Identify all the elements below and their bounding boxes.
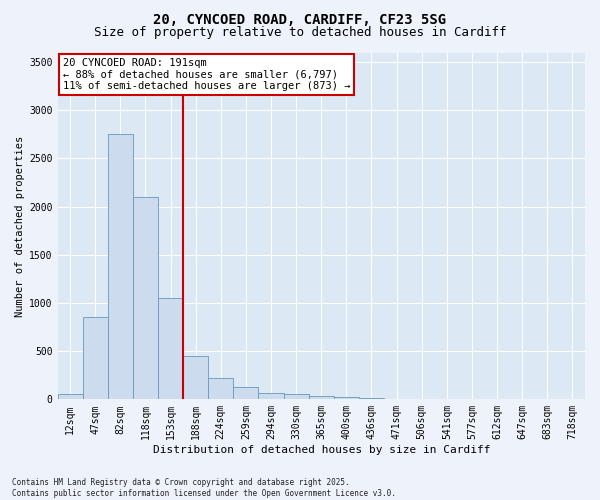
Bar: [284, 394, 309, 400]
Y-axis label: Number of detached properties: Number of detached properties: [15, 136, 25, 316]
Bar: [108, 134, 133, 400]
Bar: [83, 318, 108, 400]
X-axis label: Distribution of detached houses by size in Cardiff: Distribution of detached houses by size …: [152, 445, 490, 455]
Bar: [259, 392, 284, 400]
Bar: [233, 387, 259, 400]
Bar: [334, 398, 359, 400]
Bar: [133, 197, 158, 400]
Bar: [183, 356, 208, 400]
Bar: [58, 394, 83, 400]
Text: Contains HM Land Registry data © Crown copyright and database right 2025.
Contai: Contains HM Land Registry data © Crown c…: [12, 478, 396, 498]
Bar: [208, 378, 233, 400]
Text: 20 CYNCOED ROAD: 191sqm
← 88% of detached houses are smaller (6,797)
11% of semi: 20 CYNCOED ROAD: 191sqm ← 88% of detache…: [63, 58, 350, 91]
Bar: [309, 396, 334, 400]
Bar: [359, 398, 384, 400]
Text: Size of property relative to detached houses in Cardiff: Size of property relative to detached ho…: [94, 26, 506, 39]
Text: 20, CYNCOED ROAD, CARDIFF, CF23 5SG: 20, CYNCOED ROAD, CARDIFF, CF23 5SG: [154, 12, 446, 26]
Bar: [158, 298, 183, 400]
